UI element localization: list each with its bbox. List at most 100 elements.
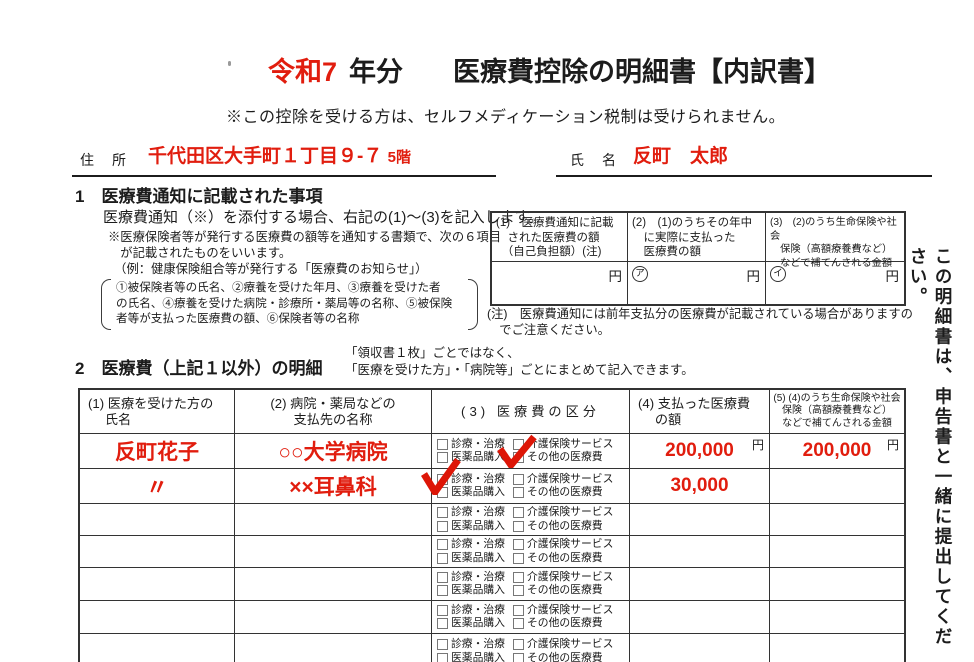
table-row-empty[interactable] xyxy=(80,633,234,662)
table-row-empty[interactable] xyxy=(234,567,431,600)
payee-name: ××耳鼻科 xyxy=(289,476,377,499)
table-row-empty[interactable] xyxy=(769,600,904,633)
checkbox-medicine-purchase[interactable]: 医薬品購入 xyxy=(437,652,513,662)
checkbox-other-medical[interactable]: その他の医療費 xyxy=(513,652,603,662)
checkbox-icon[interactable] xyxy=(513,438,524,450)
checkbox-treatment[interactable]: 診療・治療 xyxy=(437,638,513,652)
table-row-category: 診療・治療 介護保険サービス 医薬品購入 その他の医療費 xyxy=(431,567,629,600)
table-row-empty[interactable] xyxy=(769,633,904,662)
table-row-1-patient: 反町花子 xyxy=(80,433,234,468)
checkbox-icon[interactable] xyxy=(513,652,524,662)
reimbursed-amount: 200,000 xyxy=(802,440,872,461)
checkbox-icon[interactable] xyxy=(437,571,448,583)
checkbox-icon[interactable] xyxy=(513,473,524,485)
table-row-1-paid: 円 200,000 xyxy=(629,433,769,468)
checkbox-icon[interactable] xyxy=(437,438,448,450)
checkbox-treatment[interactable]: 診療・治療 xyxy=(437,571,513,585)
checkbox-treatment[interactable]: 診療・治療 xyxy=(437,604,513,618)
checkbox-icon[interactable] xyxy=(437,585,448,597)
section2-hint: 「領収書１枚」ごとではなく、 「医療を受けた方」・「病院等」ごとにまとめて記入で… xyxy=(345,346,694,377)
checkbox-icon[interactable] xyxy=(437,520,448,532)
checkbox-nursing-care[interactable]: 介護保険サービス xyxy=(513,571,613,585)
checkbox-icon[interactable] xyxy=(437,618,448,630)
checkbox-icon[interactable] xyxy=(513,552,524,564)
checkbox-medicine-purchase[interactable]: 医薬品購入 xyxy=(437,520,513,534)
name-value: 反町 太郎 xyxy=(633,146,729,167)
checkbox-nursing-care[interactable]: 介護保険サービス xyxy=(513,604,613,618)
checkbox-icon[interactable] xyxy=(513,585,524,597)
checkbox-nursing-care[interactable]: 介護保険サービス xyxy=(513,438,613,452)
table-row-empty[interactable] xyxy=(629,600,769,633)
section1-heading: 1 医療費通知に記載された事項 xyxy=(75,187,323,206)
checkbox-icon[interactable] xyxy=(437,539,448,551)
table-row-empty[interactable] xyxy=(234,600,431,633)
t1-col3-header: (3) (2)のうち生命保険や社会 保険（高額療養費など） などで補てんされる金… xyxy=(765,213,904,269)
checkbox-other-medical[interactable]: その他の医療費 xyxy=(513,617,603,631)
table-row-empty[interactable] xyxy=(629,633,769,662)
t2-col3-header: (3) 医療費の区分 xyxy=(431,390,629,434)
checkbox-icon[interactable] xyxy=(513,604,524,616)
table-row-category: 診療・治療 介護保険サービス 医薬品購入 その他の医療費 xyxy=(431,600,629,633)
patient-name: 反町花子 xyxy=(115,441,199,464)
table-row-empty[interactable] xyxy=(234,503,431,535)
checkbox-nursing-care[interactable]: 介護保険サービス xyxy=(513,638,613,652)
checkbox-icon[interactable] xyxy=(513,639,524,651)
table-row-2-patient: 〃 xyxy=(80,468,234,503)
t1-cell-reimbursed-amount[interactable]: イ 円 xyxy=(765,262,904,304)
checkbox-icon[interactable] xyxy=(513,507,524,519)
checkbox-icon[interactable] xyxy=(437,604,448,616)
section1-bracket-note: ①被保険者等の氏名、②療養を受けた年月、③療養を受けた者 の氏名、④療養を受けた… xyxy=(116,281,453,325)
checkbox-icon[interactable] xyxy=(437,552,448,564)
t1-cell-paid-amount[interactable]: ア 円 xyxy=(627,262,765,304)
checkbox-treatment[interactable]: 診療・治療 xyxy=(437,438,513,452)
address-value: 千代田区大手町１丁目９-７ 5階 xyxy=(148,141,411,168)
checkbox-treatment[interactable]: 診療・治療 xyxy=(437,506,513,520)
table-row-empty[interactable] xyxy=(769,535,904,567)
checkbox-other-medical[interactable]: その他の医療費 xyxy=(513,552,603,566)
table-row-empty[interactable] xyxy=(769,503,904,535)
table-row-empty[interactable] xyxy=(769,567,904,600)
checkbox-other-medical[interactable]: その他の医療費 xyxy=(513,520,603,534)
ditto-mark: 〃 xyxy=(145,475,168,500)
checkbox-medicine-purchase[interactable]: 医薬品購入 xyxy=(437,617,513,631)
checkbox-nursing-care[interactable]: 介護保険サービス xyxy=(513,538,613,552)
checkbox-icon[interactable] xyxy=(513,539,524,551)
section2-heading: 2 医療費（上記１以外）の明細 xyxy=(75,359,323,378)
name-label: 氏 名 xyxy=(570,152,618,168)
address-label: 住 所 xyxy=(80,152,128,168)
checkbox-medicine-purchase[interactable]: 医薬品購入 xyxy=(437,584,513,598)
checkbox-nursing-care[interactable]: 介護保険サービス xyxy=(513,473,613,487)
address-floor-text: 5階 xyxy=(387,149,411,166)
table-row-empty[interactable] xyxy=(80,503,234,535)
address-underline xyxy=(72,175,496,177)
table-row-empty[interactable] xyxy=(80,600,234,633)
table-row-2-reimbursed xyxy=(769,468,904,503)
table-row-empty[interactable] xyxy=(234,535,431,567)
t1-col2-header: (2) (1)のうちその年中 に実際に支払った 医療費の額 xyxy=(627,213,765,262)
checkbox-medicine-purchase[interactable]: 医薬品購入 xyxy=(437,552,513,566)
checkbox-icon[interactable] xyxy=(513,520,524,532)
table-row-empty[interactable] xyxy=(234,633,431,662)
table-row-empty[interactable] xyxy=(629,535,769,567)
t1-cell-notice-amount[interactable]: 円 xyxy=(492,262,627,304)
checkbox-icon[interactable] xyxy=(437,652,448,662)
table-row-empty[interactable] xyxy=(80,535,234,567)
table-row-empty[interactable] xyxy=(629,503,769,535)
checkbox-icon[interactable] xyxy=(437,452,448,464)
checkbox-treatment[interactable]: 診療・治療 xyxy=(437,538,513,552)
checkbox-icon[interactable] xyxy=(437,507,448,519)
checkbox-medicine-purchase[interactable]: 医薬品購入 xyxy=(437,451,513,465)
checkbox-other-medical[interactable]: その他の医療費 xyxy=(513,486,603,500)
table-row-category: 診療・治療 介護保険サービス 医薬品購入 その他の医療費 xyxy=(431,633,629,662)
checkbox-nursing-care[interactable]: 介護保険サービス xyxy=(513,506,613,520)
checkbox-icon[interactable] xyxy=(513,487,524,499)
table-row-empty[interactable] xyxy=(629,567,769,600)
checkbox-other-medical[interactable]: その他の医療費 xyxy=(513,584,603,598)
table-row-1-payee: ○○大学病院 xyxy=(234,433,431,468)
checkbox-icon[interactable] xyxy=(513,571,524,583)
table-row-empty[interactable] xyxy=(80,567,234,600)
checkbox-icon[interactable] xyxy=(437,639,448,651)
checkbox-icon[interactable] xyxy=(513,618,524,630)
year-suffix-label: 年分 xyxy=(349,57,404,87)
